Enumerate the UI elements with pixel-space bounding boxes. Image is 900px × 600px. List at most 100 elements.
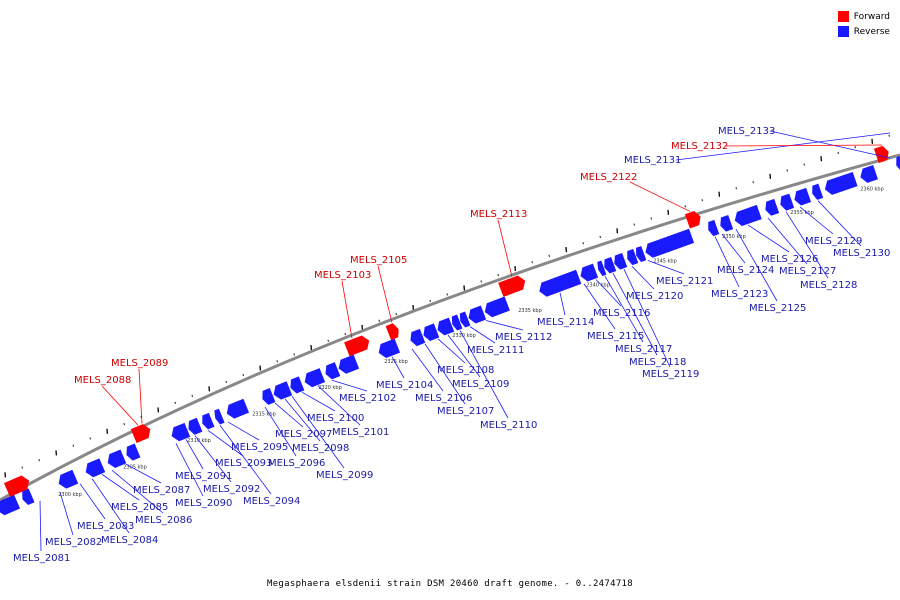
gene-label-mels-2129: MELS_2129 [805,236,862,247]
reverse-gene-block [0,494,21,516]
reverse-gene-shape [468,305,487,324]
reverse-gene-block [468,305,487,324]
reverse-gene-block [423,323,440,341]
reverse-gene-block [107,449,127,468]
leader-line [675,132,891,161]
reverse-gene-shape [645,228,695,258]
leader-line [411,348,444,392]
leader-line [377,265,393,323]
leader-line [629,181,691,212]
gene-label-mels-2086: MELS_2086 [135,515,192,526]
reverse-gene-block [539,269,582,297]
reverse-gene-shape [580,263,599,282]
reverse-gene-block [645,228,695,258]
gene-label-mels-2085: MELS_2085 [111,502,168,513]
leader-line [497,219,513,277]
leader-line [391,356,405,379]
kbp-label: 2330 kbp [452,333,476,339]
forward-gene-shape [873,145,889,164]
reverse-gene-block [126,443,141,461]
reverse-gene-shape [188,417,203,435]
reverse-gene-shape [812,183,824,200]
leader-line [447,334,481,378]
gene-label-mels-2109: MELS_2109 [452,379,509,390]
reverse-gene-shape [896,155,900,172]
gene-label-mels-2124: MELS_2124 [717,265,774,276]
forward-gene-shape [684,211,701,229]
leader-line [317,385,361,426]
gene-label-mels-2097: MELS_2097 [275,429,332,440]
leader-line [735,228,778,302]
gene-label-mels-2128: MELS_2128 [800,280,857,291]
reverse-gene-block [794,187,812,206]
leader-line [227,421,260,441]
reverse-gene-shape [794,187,812,206]
reverse-gene-block [410,328,426,347]
gene-label-mels-2132: MELS_2132 [671,141,728,152]
gene-label-mels-2123: MELS_2123 [711,289,768,300]
legend: Forward Reverse [837,9,890,39]
leader-line [769,130,891,159]
reverse-gene-block [627,248,639,266]
forward-gene-block [130,424,151,443]
leader-line [817,200,862,247]
leader-line [721,233,746,264]
reverse-gene-block [720,214,734,232]
reverse-gene-block [85,458,106,478]
reverse-gene-block [708,219,720,237]
leader-line [623,269,671,368]
gene-label-mels-2131: MELS_2131 [624,155,681,166]
reverse-gene-shape [0,494,21,516]
gene-label-mels-2092: MELS_2092 [203,484,260,495]
kbp-label: 2320 kbp [318,385,342,391]
leader-lines [39,130,891,552]
reverse-gene-shape [126,443,141,461]
reverse-gene-block [304,368,326,388]
leader-line [101,474,140,501]
leader-line [767,217,808,265]
leader-line [485,320,524,331]
reverse-gene-shape [484,296,510,318]
gene-label-mels-2082: MELS_2082 [45,537,102,548]
gene-label-mels-2084: MELS_2084 [101,535,158,546]
leader-line [274,402,304,428]
forward-gene-shape [4,475,30,497]
gene-label-mels-2104: MELS_2104 [376,380,433,391]
kbp-label: 2345 kbp [653,258,677,264]
reverse-swatch [837,26,849,37]
gene-labels: MELS_2081 MELS_2082 MELS_2083 MELS_2084 MELS… [13,126,890,564]
leader-line [111,469,164,514]
leader-line [604,275,644,343]
gene-label-mels-2125: MELS_2125 [749,303,806,314]
gene-label-mels-2116: MELS_2116 [593,308,650,319]
leader-line [284,398,321,442]
leader-line [724,144,883,147]
leader-line [595,279,622,307]
reverse-gene-shape [107,449,127,468]
reverse-gene-block [765,198,780,216]
reverse-gene-shape [58,469,79,489]
reverse-gene-shape [720,214,734,232]
gene-label-mels-2100: MELS_2100 [307,413,364,424]
leader-line [125,463,162,484]
gene-label-mels-2122: MELS_2122 [580,172,637,183]
gene-label-mels-2110: MELS_2110 [480,420,537,431]
reverse-gene-block [437,317,455,336]
gene-label-mels-2090: MELS_2090 [175,498,232,509]
gene-label-mels-2113: MELS_2113 [470,209,527,220]
gene-label-mels-2102: MELS_2102 [339,393,396,404]
gene-label-mels-2118: MELS_2118 [629,357,686,368]
reverse-gene-shape [226,398,250,419]
reverse-gene-shape [780,193,795,211]
leader-line [59,492,74,536]
gene-label-mels-2130: MELS_2130 [833,248,890,259]
gene-label-mels-2133: MELS_2133 [718,126,775,137]
reverse-gene-shape [262,388,276,405]
leader-line [469,326,496,344]
leader-line [583,283,616,330]
gene-label-mels-2094: MELS_2094 [243,496,300,507]
reverse-gene-shape [273,381,293,400]
leader-line [39,500,42,552]
leader-line [799,206,834,235]
reverse-gene-shape [734,204,762,227]
